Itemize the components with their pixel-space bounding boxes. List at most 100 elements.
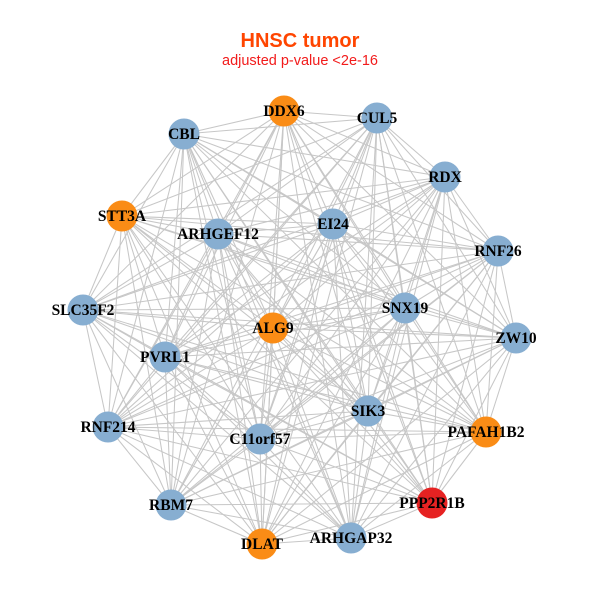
edge-C11orf57-DLAT <box>259 438 263 545</box>
edge-EI24-PPP2R1B <box>332 223 433 504</box>
node-label-DLAT: DLAT <box>241 536 284 553</box>
edge-ARHGEF12-RNF26 <box>217 233 499 252</box>
edge-CUL5-RNF214 <box>107 117 378 428</box>
edge-CBL-RBM7 <box>170 133 185 506</box>
edge-SNX19-ZW10 <box>404 307 517 339</box>
node-label-PAFAH1B2: PAFAH1B2 <box>448 424 525 441</box>
edge-ARHGEF12-ZW10 <box>217 233 517 339</box>
edge-DDX6-CUL5 <box>283 110 378 119</box>
node-PAFAH1B2 <box>470 416 502 448</box>
edge-CUL5-C11orf57 <box>259 117 378 440</box>
edge-RNF26-PPP2R1B <box>431 250 499 504</box>
edge-EI24-PVRL1 <box>164 223 334 358</box>
node-ARHGEF12 <box>202 218 234 250</box>
node-label-PPP2R1B: PPP2R1B <box>399 495 464 512</box>
edge-ZW10-RNF214 <box>107 337 517 428</box>
edge-DDX6-CBL <box>183 110 285 135</box>
edge-SLC35F2-ALG9 <box>82 309 274 329</box>
node-RDX <box>429 161 461 193</box>
edge-RDX-PPP2R1B <box>431 176 446 504</box>
edge-RDX-EI24 <box>332 176 446 225</box>
edge-PAFAH1B2-RBM7 <box>170 431 487 506</box>
edge-RBM7-PPP2R1B <box>170 502 433 506</box>
edge-CBL-PVRL1 <box>164 133 185 358</box>
edge-PVRL1-C11orf57 <box>164 356 261 440</box>
node-label-RNF26: RNF26 <box>474 243 522 260</box>
edge-C11orf57-RBM7 <box>170 438 261 506</box>
edge-CBL-RNF214 <box>107 133 185 428</box>
edge-SNX19-ARHGAP32 <box>350 307 406 539</box>
edge-EI24-ZW10 <box>332 223 517 339</box>
edge-SNX19-PAFAH1B2 <box>404 307 487 433</box>
node-label-RDX: RDX <box>428 169 462 186</box>
node-DLAT <box>246 528 278 560</box>
edge-EI24-RNF26 <box>332 223 499 252</box>
node-label-ZW10: ZW10 <box>495 330 537 347</box>
edge-C11orf57-PPP2R1B <box>259 438 433 504</box>
node-label-EI24: EI24 <box>317 216 349 233</box>
edge-ARHGEF12-SLC35F2 <box>82 233 219 311</box>
node-ARHGAP32 <box>335 522 367 554</box>
edge-ALG9-ZW10 <box>272 327 517 339</box>
edge-RDX-PAFAH1B2 <box>444 176 487 433</box>
edge-PVRL1-PAFAH1B2 <box>164 356 487 433</box>
edge-EI24-DLAT <box>261 223 334 545</box>
node-label-DDX6: DDX6 <box>263 103 305 120</box>
edge-ALG9-ARHGAP32 <box>272 327 352 539</box>
edge-RNF214-PPP2R1B <box>107 426 433 504</box>
labels-layer: DDX6 CUL5 CBL RDX STT3A ARHGEF12 EI24 RNF26 SLC3… <box>52 103 537 553</box>
edge-STT3A-RNF26 <box>121 215 499 252</box>
edge-SIK3-ARHGAP32 <box>350 410 369 539</box>
node-label-SIK3: SIK3 <box>351 403 386 420</box>
edge-RNF26-SLC35F2 <box>82 250 499 311</box>
edge-ALG9-RBM7 <box>170 327 274 506</box>
node-PPP2R1B <box>416 487 448 519</box>
edge-ZW10-PVRL1 <box>164 337 517 358</box>
edge-ZW10-PAFAH1B2 <box>485 337 517 433</box>
plot-subtitle: adjusted p-value <2e-16 <box>222 53 378 69</box>
edge-STT3A-ARHGAP32 <box>121 215 352 539</box>
edge-PVRL1-RBM7 <box>164 356 172 506</box>
edge-ARHGEF12-ALG9 <box>217 233 274 329</box>
edge-DDX6-C11orf57 <box>259 110 285 440</box>
edge-EI24-C11orf57 <box>259 223 334 440</box>
edge-ARHGEF12-DLAT <box>217 233 263 545</box>
edge-SLC35F2-ARHGAP32 <box>82 309 352 539</box>
edge-DDX6-ARHGAP32 <box>283 110 352 539</box>
edge-RNF214-RBM7 <box>107 426 172 506</box>
edge-SIK3-RBM7 <box>170 410 369 506</box>
edge-RDX-RNF214 <box>107 176 446 428</box>
edge-ARHGEF12-PPP2R1B <box>217 233 433 504</box>
edge-CUL5-ZW10 <box>376 117 517 339</box>
edge-SNX19-RNF214 <box>107 307 406 428</box>
edge-STT3A-PVRL1 <box>121 215 166 358</box>
edge-ARHGEF12-ARHGAP32 <box>217 233 352 539</box>
edge-ARHGEF12-SIK3 <box>217 233 369 412</box>
edge-RNF214-C11orf57 <box>107 426 261 440</box>
edge-CBL-RDX <box>183 133 446 178</box>
edge-RDX-PVRL1 <box>164 176 446 358</box>
node-ALG9 <box>257 312 289 344</box>
edge-ZW10-C11orf57 <box>259 337 517 440</box>
edge-SLC35F2-RBM7 <box>82 309 172 506</box>
node-C11orf57 <box>244 423 276 455</box>
edge-RNF26-PAFAH1B2 <box>485 250 499 433</box>
edge-STT3A-ZW10 <box>121 215 517 339</box>
node-EI24 <box>317 208 349 240</box>
node-label-C11orf57: C11orf57 <box>229 431 290 448</box>
edge-SLC35F2-SIK3 <box>82 309 369 412</box>
node-RBM7 <box>155 489 187 521</box>
edge-CUL5-RBM7 <box>170 117 378 506</box>
edge-PAFAH1B2-ARHGAP32 <box>350 431 487 539</box>
edge-CBL-C11orf57 <box>183 133 261 440</box>
node-label-CBL: CBL <box>168 126 200 143</box>
edge-ARHGEF12-PVRL1 <box>164 233 219 358</box>
edge-CUL5-EI24 <box>332 117 378 225</box>
node-RNF214 <box>92 411 124 443</box>
edge-STT3A-SLC35F2 <box>82 215 123 311</box>
edge-SLC35F2-RNF214 <box>82 309 109 428</box>
edge-ARHGEF12-RNF214 <box>107 233 219 428</box>
node-label-PVRL1: PVRL1 <box>140 349 190 366</box>
node-CBL <box>168 118 200 150</box>
node-label-SNX19: SNX19 <box>382 300 429 317</box>
